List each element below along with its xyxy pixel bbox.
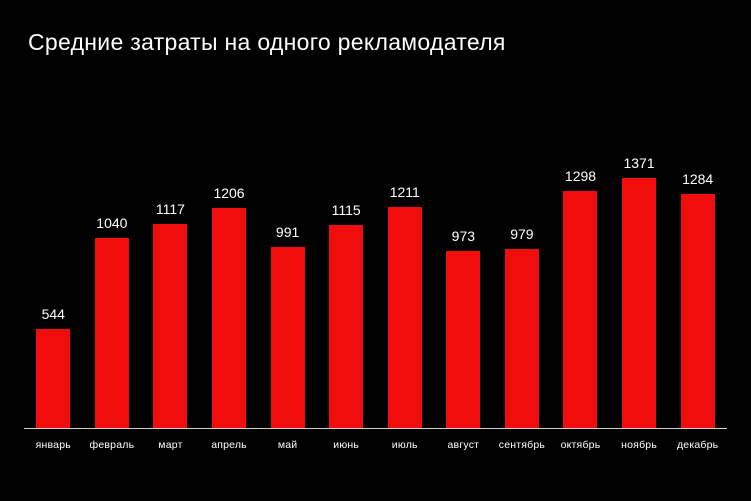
bar-group: 1371 (610, 155, 669, 428)
x-tick-label: март (158, 439, 183, 451)
bar-value-label: 1206 (213, 185, 245, 201)
bar-group: 1211 (375, 184, 434, 428)
x-axis-tick-labels: январь февраль март апрель май июнь июль август… (24, 439, 727, 451)
bar-value-label: 1117 (155, 201, 185, 217)
bar (504, 249, 539, 428)
bar-group: 1284 (668, 171, 727, 428)
bar-value-label: 544 (41, 306, 65, 322)
x-tick-label: июнь (333, 439, 360, 451)
bar (153, 224, 188, 428)
x-tick-label: август (447, 439, 480, 451)
bar (622, 178, 657, 428)
x-tick-label: октябрь (560, 439, 601, 451)
bar (446, 251, 481, 428)
bar-group: 979 (493, 226, 552, 428)
bar-value-label: 1284 (682, 171, 714, 187)
bar-group: 991 (258, 224, 317, 428)
x-tick-label: январь (35, 439, 71, 451)
bar-group: 1206 (200, 185, 259, 428)
bar (563, 191, 598, 428)
bar-value-label: 979 (510, 226, 534, 242)
bar-value-label: 991 (275, 224, 300, 240)
bar (329, 225, 364, 428)
bar (387, 207, 422, 428)
bar-group: 1117 (141, 201, 200, 428)
chart-title: Средние затраты на одного рекламодателя (28, 29, 506, 55)
bar (94, 238, 129, 428)
x-tick-label: сентябрь (498, 439, 546, 451)
bar (680, 194, 715, 428)
bar-group: 1040 (83, 215, 142, 428)
bar-value-label: 1371 (623, 155, 655, 171)
bar (36, 329, 71, 428)
bar-value-label: 1115 (331, 202, 361, 218)
bar-group: 973 (434, 228, 493, 428)
bar-group: 1115 (317, 202, 376, 428)
bar-value-label: 973 (451, 228, 476, 244)
bar-chart: 544 1040 1117 1206 991 1115 1211 973 979 1298 1371… (24, 143, 727, 451)
bar-value-label: 1298 (564, 168, 597, 184)
bar-group: 544 (24, 306, 83, 428)
x-tick-label: июль (391, 439, 418, 451)
bars-row: 544 1040 1117 1206 991 1115 1211 973 979 1298 1371… (24, 143, 727, 428)
x-tick-label: декабрь (676, 439, 719, 451)
x-tick-label: апрель (211, 439, 247, 451)
x-tick-label: май (277, 439, 298, 451)
bar-value-label: 1040 (96, 215, 128, 231)
x-tick-label: февраль (89, 439, 135, 451)
bar (270, 247, 305, 428)
bar (212, 208, 247, 428)
bar-group: 1298 (551, 168, 610, 428)
x-axis-line (24, 428, 727, 429)
x-tick-label: ноябрь (621, 439, 657, 451)
bar-value-label: 1211 (389, 184, 420, 200)
